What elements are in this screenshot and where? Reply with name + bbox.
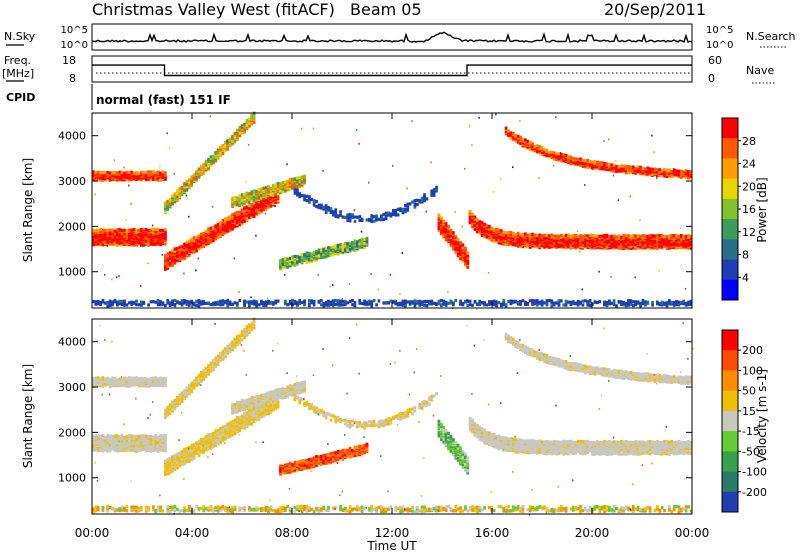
colorbar-swatch — [722, 219, 738, 240]
nave-tick-top: 60 — [708, 54, 722, 67]
colorbar-swatch — [722, 259, 738, 281]
colorbar-swatch — [722, 118, 738, 139]
colorbar-tick-label: 16 — [742, 203, 756, 216]
colorbar-swatch — [722, 451, 738, 472]
colorbar-tick-label: 12 — [742, 226, 756, 239]
colorbar-swatch — [722, 198, 738, 220]
colorbar-swatch — [722, 239, 738, 260]
colorbar-tick-label: 100 — [742, 364, 763, 377]
sky-label: N.Sky — [4, 30, 36, 43]
sky-tick-bottom: 10^0 — [61, 40, 88, 51]
colorbar-tick-label: 4 — [742, 271, 749, 284]
colorbar-swatch — [722, 410, 738, 432]
date-title: 20/Sep/2011 — [604, 0, 706, 19]
y-tick-label: 3000 — [58, 175, 86, 188]
colorbar-tick-label: 24 — [742, 158, 756, 171]
velocity-y-ticks: 1000 2000 3000 4000 — [58, 336, 692, 485]
freq-label-1: Freq. — [4, 54, 31, 67]
colorbar-tick-label: 28 — [742, 135, 756, 148]
time-xlabel: Time UT — [366, 539, 417, 553]
colorbar-swatch — [722, 370, 738, 392]
colorbar-tick-label: -100 — [742, 466, 767, 479]
y-tick-label: 4000 — [58, 336, 86, 349]
colorbar-tick-label: -50 — [742, 445, 760, 458]
colorbar-tick-label: -15 — [742, 425, 760, 438]
colorbar-swatch — [722, 350, 738, 371]
colorbar-tick-label: 50 — [742, 385, 756, 398]
y-tick-label: 2000 — [58, 220, 86, 233]
sky-search-panel: N.Sky 10^5 10^0 10^5 10^0 N.Search — [4, 23, 796, 51]
colorbar-tick-label: 15 — [742, 405, 756, 418]
colorbar-tick-label: 8 — [742, 249, 749, 262]
cpid-row: CPID normal (fast) 151 IF — [6, 84, 231, 110]
colorbar-swatch — [722, 471, 738, 493]
colorbar-tick-label: 20 — [742, 180, 756, 193]
freq-label-2: [MHz] — [2, 67, 34, 80]
y-tick-label: 4000 — [58, 130, 86, 143]
power-colorbar: 28 24 20 16 12 8 4 — [721, 117, 756, 301]
power-panel: 1000 2000 3000 4000 Slant Range [km] 28 24 20… — [21, 111, 769, 310]
sky-tick-top: 10^5 — [61, 25, 88, 36]
colorbar-swatch — [722, 390, 738, 412]
search-tick-bottom: 10^0 — [706, 40, 733, 51]
x-tick-label: 00:00 — [75, 526, 110, 540]
power-colorbar-label: Power [dB] — [755, 177, 769, 242]
nave-tick-bottom: 0 — [708, 72, 715, 85]
nave-label: Nave — [746, 64, 774, 77]
velocity-colorbar: 200 100 50 15 -15 -50 -100 -200 — [721, 329, 767, 513]
cpid-label: CPID — [6, 91, 35, 104]
station-title: Christmas Valley West (fitACF) — [92, 0, 335, 19]
x-tick-label: 12:00 — [375, 526, 410, 540]
freq-tick-top: 18 — [62, 54, 76, 67]
cpid-value: normal (fast) 151 IF — [96, 93, 231, 107]
colorbar-swatch — [722, 431, 738, 452]
colorbar-swatch — [722, 138, 738, 159]
colorbar-swatch — [722, 279, 738, 301]
y-tick-label: 1000 — [58, 266, 86, 279]
time-x-ticks: 00:00 04:00 08:00 12:00 16:00 20:00 00:00 — [75, 113, 710, 540]
velocity-ylabel: Slant Range [km] — [21, 364, 35, 468]
search-tick-top: 10^5 — [706, 25, 733, 36]
velocity-colorbar-label: Velocity [m s-1] — [755, 369, 769, 463]
x-tick-label: 20:00 — [575, 526, 610, 540]
x-tick-label: 16:00 — [475, 526, 510, 540]
colorbar-swatch — [722, 158, 738, 180]
velocity-data-cells — [92, 317, 694, 516]
freq-nave-panel: Freq. [MHz] 18 8 60 0 Nave — [2, 54, 776, 85]
power-y-ticks: 1000 2000 3000 4000 — [58, 130, 692, 279]
beam-title: Beam 05 — [350, 0, 422, 19]
colorbar-tick-label: 200 — [742, 344, 763, 357]
velocity-panel: 1000 2000 3000 4000 Slant Range [km] 200 100… — [21, 317, 769, 516]
x-tick-label: 00:00 — [675, 526, 710, 540]
y-tick-label: 3000 — [58, 381, 86, 394]
power-ylabel: Slant Range [km] — [21, 158, 35, 262]
search-label: N.Search — [746, 30, 796, 43]
colorbar-swatch — [722, 491, 738, 513]
colorbar-swatch — [722, 330, 738, 351]
y-tick-label: 1000 — [58, 472, 86, 485]
x-tick-label: 04:00 — [175, 526, 210, 540]
colorbar-swatch — [722, 178, 738, 200]
colorbar-tick-label: -200 — [742, 486, 767, 499]
x-tick-label: 08:00 — [275, 526, 310, 540]
power-data-cells — [92, 111, 693, 310]
y-tick-label: 2000 — [58, 426, 86, 439]
freq-tick-bottom: 8 — [69, 72, 76, 85]
